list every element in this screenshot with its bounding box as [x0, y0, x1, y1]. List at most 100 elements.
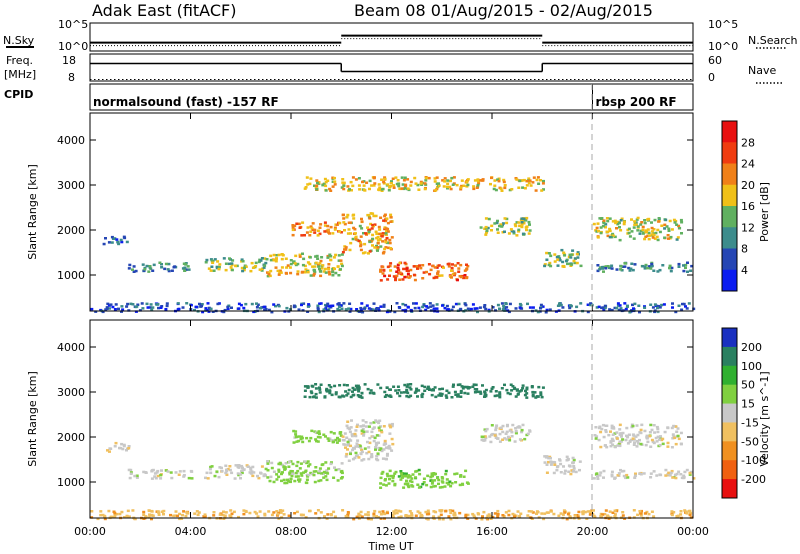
- echo-cell: [226, 467, 230, 471]
- echo-cell: [421, 305, 425, 309]
- echo-cell: [178, 470, 182, 473]
- echo-cell: [561, 260, 565, 264]
- echo-cell: [258, 510, 262, 513]
- echo-cell: [226, 305, 230, 309]
- echo-cell: [501, 438, 505, 441]
- echo-cell: [399, 391, 403, 394]
- echo-cell: [389, 474, 393, 478]
- echo-cell: [337, 254, 341, 257]
- echo-cell: [483, 435, 487, 438]
- echo-cell: [463, 302, 467, 306]
- echo-cell: [484, 307, 488, 311]
- echo-cell: [636, 225, 640, 228]
- echo-cell: [613, 476, 617, 479]
- echo-cell: [432, 517, 436, 520]
- echo-cell: [321, 183, 325, 187]
- echo-cell: [366, 513, 370, 517]
- echo-cell: [625, 305, 629, 308]
- echo-cell: [563, 511, 567, 514]
- echo-cell: [459, 395, 463, 398]
- echo-cell: [518, 224, 522, 228]
- echo-cell: [624, 262, 628, 265]
- echo-cell: [649, 267, 653, 270]
- echo-cell: [267, 308, 271, 312]
- echo-cell: [397, 184, 401, 188]
- echo-cell: [633, 223, 637, 226]
- echo-cell: [608, 217, 612, 220]
- echo-cell: [293, 262, 297, 265]
- echo-cell: [464, 513, 468, 517]
- echo-cell: [645, 510, 649, 514]
- echo-cell: [311, 222, 315, 225]
- echo-cell: [332, 510, 336, 514]
- echo-cell: [484, 225, 488, 229]
- echo-cell: [390, 180, 393, 183]
- echo-cell: [502, 178, 506, 182]
- echo-cell: [457, 302, 461, 306]
- echo-cell: [666, 445, 670, 448]
- echo-cell: [342, 302, 346, 305]
- echo-cell: [345, 384, 349, 387]
- echo-cell: [611, 511, 615, 514]
- echo-cell: [521, 186, 525, 189]
- echo-cell: [541, 305, 545, 308]
- echo-cell: [417, 188, 421, 191]
- echo-cell: [323, 267, 327, 271]
- echo-cell: [417, 468, 421, 472]
- echo-cell: [135, 474, 139, 477]
- echo-cell: [453, 511, 457, 515]
- echo-cell: [275, 473, 279, 476]
- echo-cell: [542, 188, 545, 191]
- echo-cell: [479, 392, 483, 395]
- echo-cell: [377, 446, 381, 450]
- echo-cell: [133, 474, 137, 478]
- echo-region: [596, 261, 694, 273]
- echo-cell: [688, 513, 692, 517]
- echo-cell: [517, 186, 521, 189]
- echo-cell: [356, 394, 360, 397]
- echo-cell: [315, 179, 319, 182]
- echo-cell: [200, 304, 203, 308]
- echo-cell: [656, 435, 660, 439]
- echo-cell: [330, 393, 334, 397]
- echo-cell: [475, 186, 479, 189]
- echo-cell: [361, 419, 365, 422]
- echo-cell: [289, 477, 293, 481]
- echo-cell: [299, 437, 303, 441]
- echo-cell: [561, 306, 565, 309]
- echo-cell: [605, 445, 609, 449]
- echo-cell: [569, 305, 573, 308]
- echo-cell: [409, 180, 413, 184]
- echo-cell: [610, 474, 614, 478]
- echo-cell: [297, 439, 301, 443]
- echo-cell: [668, 474, 672, 477]
- echo-cell: [384, 246, 388, 249]
- echo-cell: [417, 389, 421, 392]
- echo-cell: [447, 265, 451, 268]
- echo-cell: [373, 223, 377, 226]
- echo-cell: [480, 435, 484, 438]
- echo-cell: [230, 268, 234, 272]
- echo-cell: [190, 477, 194, 480]
- echo-cell: [349, 426, 353, 429]
- echo-cell: [435, 176, 439, 179]
- echo-cell: [382, 180, 386, 184]
- echo-cell: [370, 455, 374, 458]
- freq-ytick-bottom: 8: [68, 71, 75, 84]
- echo-cell: [450, 269, 453, 272]
- echo-cell: [631, 437, 635, 440]
- echo-cell: [595, 306, 599, 309]
- echo-cell: [305, 473, 309, 477]
- echo-cell: [466, 264, 470, 268]
- echo-cell: [674, 425, 678, 428]
- xtick-label: 16:00: [476, 525, 508, 538]
- echo-cell: [306, 475, 310, 478]
- echo-cell: [260, 269, 264, 272]
- echo-cell: [610, 235, 614, 239]
- echo-cell: [170, 476, 174, 480]
- echo-cell: [303, 264, 307, 268]
- echo-cell: [458, 511, 462, 515]
- echo-region: [291, 221, 343, 237]
- echo-cell: [459, 389, 463, 393]
- echo-cell: [222, 310, 226, 314]
